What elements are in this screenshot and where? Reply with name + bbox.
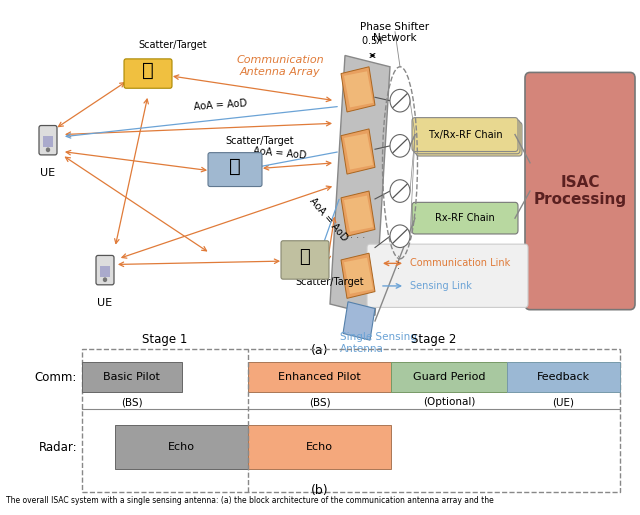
Text: Stage 1: Stage 1 xyxy=(142,333,188,347)
Bar xyxy=(248,425,391,469)
Text: Scatter/Target: Scatter/Target xyxy=(225,136,294,146)
Polygon shape xyxy=(341,129,375,174)
Polygon shape xyxy=(344,258,373,294)
Text: (Optional): (Optional) xyxy=(422,397,475,407)
Circle shape xyxy=(390,134,410,157)
Text: Enhanced Pilot: Enhanced Pilot xyxy=(278,372,361,382)
Text: Sensing Link: Sensing Link xyxy=(410,281,472,291)
Circle shape xyxy=(390,225,410,248)
FancyBboxPatch shape xyxy=(281,241,329,279)
Bar xyxy=(506,363,620,392)
Bar xyxy=(248,363,391,392)
FancyBboxPatch shape xyxy=(525,73,635,310)
FancyBboxPatch shape xyxy=(412,202,518,234)
Text: Echo: Echo xyxy=(306,442,333,452)
FancyBboxPatch shape xyxy=(96,255,114,285)
Text: Scatter/Target: Scatter/Target xyxy=(138,40,207,50)
Text: 🚌: 🚌 xyxy=(229,157,241,176)
FancyBboxPatch shape xyxy=(39,126,57,155)
FancyBboxPatch shape xyxy=(367,244,528,307)
Text: (UE): (UE) xyxy=(552,397,574,407)
Bar xyxy=(82,350,620,492)
Polygon shape xyxy=(343,302,375,340)
Bar xyxy=(82,363,182,392)
Text: 🚕: 🚕 xyxy=(142,61,154,80)
Text: Echo: Echo xyxy=(168,442,195,452)
Text: Phase Shifter
Network: Phase Shifter Network xyxy=(360,22,429,43)
Text: · · ·: · · · xyxy=(395,253,405,269)
Text: AoA = AoD: AoA = AoD xyxy=(253,146,307,161)
Polygon shape xyxy=(341,67,375,112)
FancyBboxPatch shape xyxy=(412,117,518,151)
Text: Basic Pilot: Basic Pilot xyxy=(104,372,160,382)
Polygon shape xyxy=(344,133,373,169)
Text: Radar:: Radar: xyxy=(38,441,77,454)
Text: (BS): (BS) xyxy=(121,397,143,407)
Text: (BS): (BS) xyxy=(308,397,330,407)
Text: Scatter/Target: Scatter/Target xyxy=(295,277,364,287)
Text: Single Sensing
Antenna: Single Sensing Antenna xyxy=(340,332,417,354)
Text: 🏪: 🏪 xyxy=(300,248,310,266)
Circle shape xyxy=(47,148,49,151)
Text: UE: UE xyxy=(40,168,56,179)
FancyBboxPatch shape xyxy=(414,120,520,154)
Bar xyxy=(391,363,506,392)
Text: Tx/Rx-RF Chain: Tx/Rx-RF Chain xyxy=(428,130,502,140)
FancyBboxPatch shape xyxy=(208,152,262,186)
Polygon shape xyxy=(330,56,390,315)
Text: Guard Period: Guard Period xyxy=(413,372,485,382)
Text: Rx-RF Chain: Rx-RF Chain xyxy=(435,213,495,223)
Polygon shape xyxy=(344,71,373,108)
Text: Communication Link: Communication Link xyxy=(410,259,510,268)
Bar xyxy=(100,266,110,277)
Text: Communication
Antenna Array: Communication Antenna Array xyxy=(236,56,324,77)
Text: Comm:: Comm: xyxy=(35,371,77,384)
Bar xyxy=(43,135,53,147)
Text: ISAC
Processing: ISAC Processing xyxy=(533,175,627,207)
Circle shape xyxy=(390,90,410,112)
Text: AoA = AoD: AoA = AoD xyxy=(307,196,349,243)
Text: (b): (b) xyxy=(311,484,329,497)
Circle shape xyxy=(390,180,410,202)
FancyBboxPatch shape xyxy=(124,59,172,88)
Text: AoA = AoD: AoA = AoD xyxy=(193,98,247,112)
Text: UE: UE xyxy=(97,298,113,308)
Text: 0.5$\lambda$: 0.5$\lambda$ xyxy=(361,35,383,46)
Polygon shape xyxy=(344,196,373,232)
Polygon shape xyxy=(341,253,375,298)
Text: Feedback: Feedback xyxy=(537,372,590,382)
Text: Stage 2: Stage 2 xyxy=(412,333,457,347)
Text: (a): (a) xyxy=(311,344,329,357)
Text: The overall ISAC system with a single sensing antenna: (a) the block architectur: The overall ISAC system with a single se… xyxy=(6,496,494,505)
FancyBboxPatch shape xyxy=(416,122,522,156)
Circle shape xyxy=(104,278,106,281)
Text: · · ·: · · · xyxy=(350,233,365,244)
Polygon shape xyxy=(341,191,375,236)
Bar xyxy=(115,425,248,469)
